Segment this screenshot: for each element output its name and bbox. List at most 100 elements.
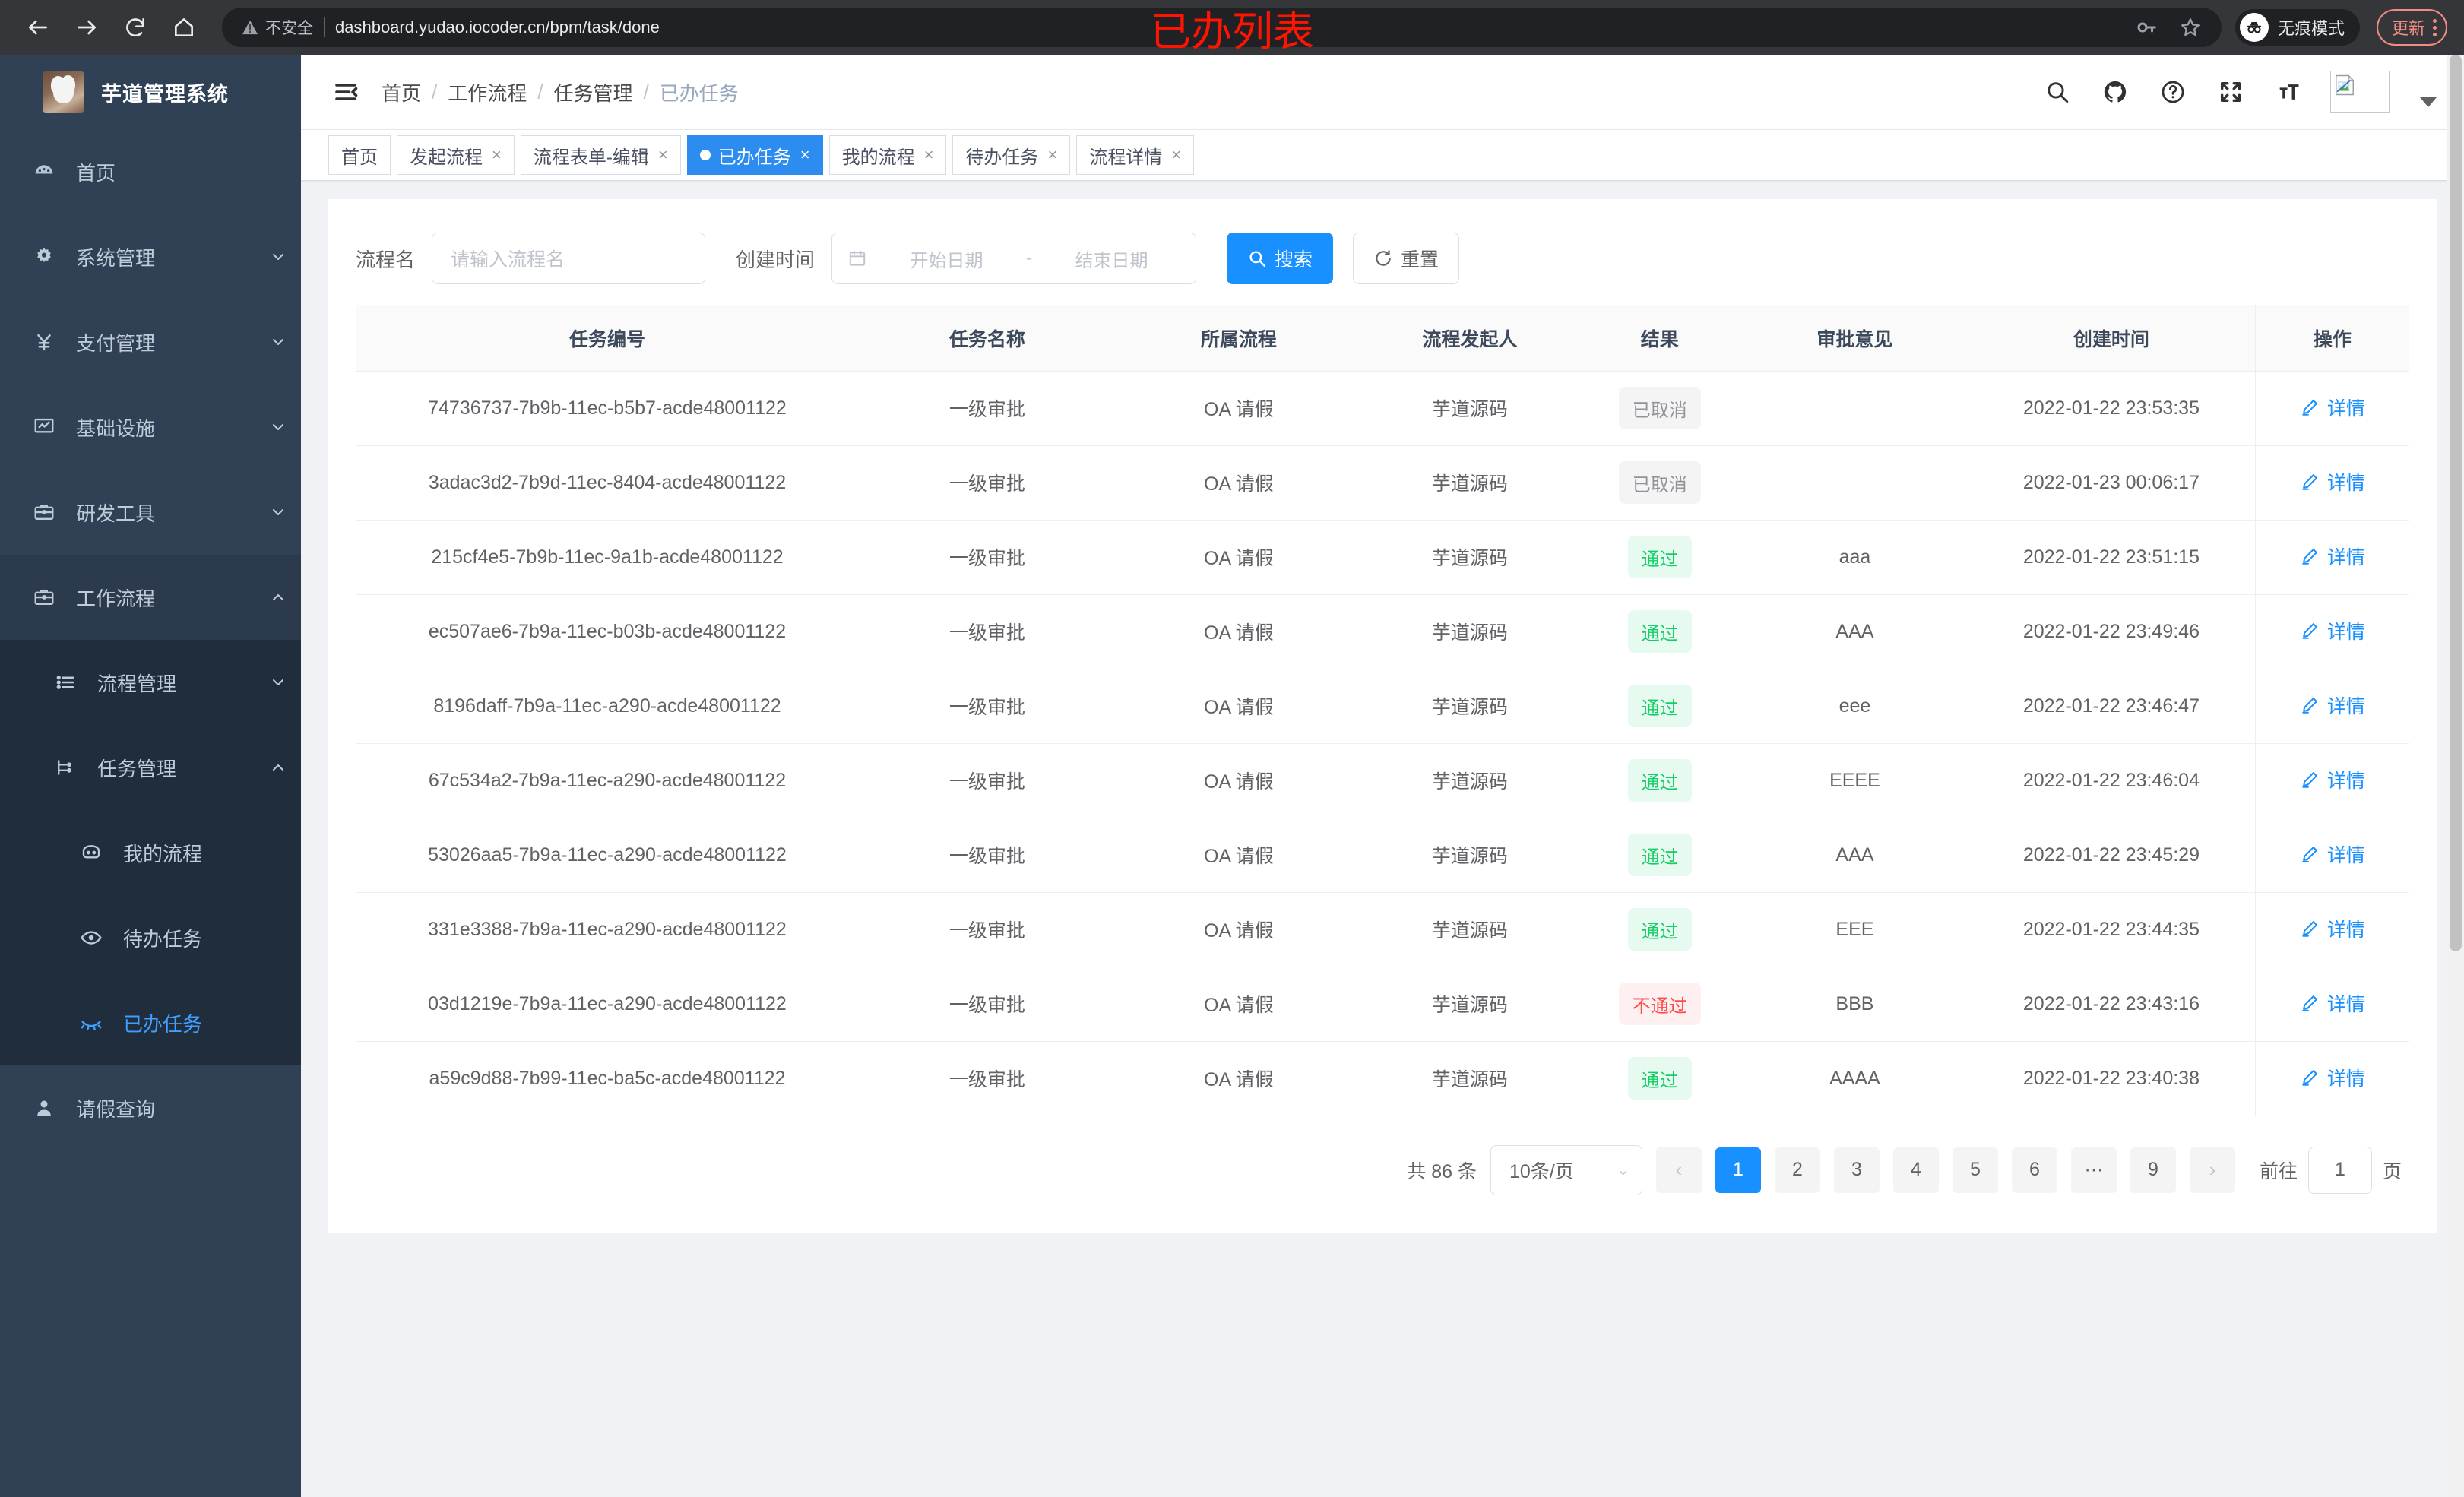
detail-button[interactable]: 详情 xyxy=(2300,468,2365,495)
breadcrumb-item-2[interactable]: 任务管理 xyxy=(553,81,633,105)
brand[interactable]: 芋道管理系统 xyxy=(0,55,301,129)
close-icon[interactable]: × xyxy=(657,145,668,164)
table-header: 任务编号 任务名称 所属流程 流程发起人 结果 审批意见 创建时间 操作 xyxy=(356,305,2409,372)
close-icon[interactable]: × xyxy=(1047,145,1058,164)
cell-created: 2022-01-22 23:49:46 xyxy=(1968,594,2256,669)
reset-button[interactable]: 重置 xyxy=(1353,233,1460,284)
reload-icon[interactable] xyxy=(114,6,157,49)
tab-process-form-edit[interactable]: 流程表单-编辑 × xyxy=(520,135,681,175)
tab-home[interactable]: 首页 xyxy=(328,135,391,175)
detail-button[interactable]: 详情 xyxy=(2300,617,2365,644)
status-badge: 通过 xyxy=(1627,610,1692,653)
process-name-placeholder: 请输入流程名 xyxy=(451,249,565,271)
content-card: 流程名 请输入流程名 创建时间 开始日期 - 结束日期 xyxy=(328,199,2437,1233)
cell-starter: 芋道源码 xyxy=(1361,818,1578,893)
sidebar-item-infrastructure[interactable]: 基础设施 xyxy=(0,385,301,470)
cell-process: OA 请假 xyxy=(1115,967,1362,1042)
font-size-icon[interactable] xyxy=(2272,76,2304,108)
sidebar-item-process-manage[interactable]: 流程管理 xyxy=(0,640,301,725)
bookmark-star-icon[interactable] xyxy=(2179,16,2202,39)
page-button-6[interactable]: 6 xyxy=(2011,1147,2057,1193)
tab-start-process[interactable]: 发起流程 × xyxy=(397,135,515,175)
detail-button[interactable]: 详情 xyxy=(2300,989,2365,1017)
cell-starter: 芋道源码 xyxy=(1361,371,1578,446)
date-end-placeholder[interactable]: 结束日期 xyxy=(1075,250,1148,271)
monitor-icon xyxy=(23,416,65,438)
sidebar-item-home[interactable]: 首页 xyxy=(0,129,301,214)
create-time-daterange[interactable]: 开始日期 - 结束日期 xyxy=(831,233,1197,284)
help-circle-icon[interactable] xyxy=(2157,76,2189,108)
page-button-9[interactable]: 9 xyxy=(2130,1147,2176,1193)
date-start-placeholder[interactable]: 开始日期 xyxy=(910,250,983,271)
breadcrumb-item-0[interactable]: 首页 xyxy=(382,81,422,105)
scrollbar-thumb[interactable] xyxy=(2450,55,2462,951)
detail-button[interactable]: 详情 xyxy=(2300,543,2365,570)
page-ellipsis[interactable]: ··· xyxy=(2070,1147,2117,1193)
detail-button[interactable]: 详情 xyxy=(2300,692,2365,719)
sidebar-item-payment[interactable]: 支付管理 xyxy=(0,299,301,385)
avatar[interactable] xyxy=(2330,71,2390,113)
sidebar-item-workflow[interactable]: 工作流程 xyxy=(0,555,301,640)
refresh-icon xyxy=(1376,250,1391,266)
page-scrollbar[interactable] xyxy=(2447,55,2464,1497)
cell-comment: BBB xyxy=(1741,967,1968,1042)
github-icon[interactable] xyxy=(2099,76,2131,108)
breadcrumb-item-1[interactable]: 工作流程 xyxy=(448,81,527,105)
detail-button[interactable]: 详情 xyxy=(2300,766,2365,793)
prev-page-button[interactable]: ‹ xyxy=(1655,1147,1702,1193)
date-separator: - xyxy=(1026,248,1033,268)
cell-result: 通过 xyxy=(1577,818,1742,893)
update-button[interactable]: 更新 xyxy=(2376,9,2447,46)
page-button-4[interactable]: 4 xyxy=(1892,1147,1939,1193)
tab-todo-task[interactable]: 待办任务 × xyxy=(952,135,1071,175)
incognito-indicator[interactable]: 无痕模式 xyxy=(2234,9,2360,46)
close-icon[interactable]: × xyxy=(923,145,934,164)
page-button-5[interactable]: 5 xyxy=(1952,1147,1998,1193)
sidebar-item-my-process[interactable]: 我的流程 xyxy=(0,810,301,895)
forward-arrow-icon[interactable] xyxy=(65,6,108,49)
sidebar-item-leave-query[interactable]: 请假查询 xyxy=(0,1065,301,1150)
detail-button[interactable]: 详情 xyxy=(2300,1064,2365,1091)
cell-created: 2022-01-22 23:40:38 xyxy=(1968,1041,2256,1116)
fullscreen-icon[interactable] xyxy=(2215,76,2247,108)
home-icon[interactable] xyxy=(163,6,205,49)
page-button-1[interactable]: 1 xyxy=(1715,1147,1761,1193)
password-key-icon[interactable] xyxy=(2135,16,2158,39)
detail-button[interactable]: 详情 xyxy=(2300,915,2365,942)
tab-done-task[interactable]: 已办任务 × xyxy=(686,135,823,175)
sidebar-item-devtools[interactable]: 研发工具 xyxy=(0,470,301,555)
page-button-2[interactable]: 2 xyxy=(1774,1147,1820,1193)
detail-button[interactable]: 详情 xyxy=(2300,840,2365,868)
close-icon[interactable]: × xyxy=(800,145,810,164)
sidebar-item-label: 我的流程 xyxy=(123,842,203,866)
jump-page-input[interactable]: 1 xyxy=(2307,1146,2372,1194)
process-name-input[interactable]: 请输入流程名 xyxy=(432,233,706,284)
cell-comment: AAAA xyxy=(1741,1041,1968,1116)
search-icon xyxy=(1249,251,1265,267)
tab-label: 流程详情 xyxy=(1089,147,1163,168)
chrome-menu-icon[interactable] xyxy=(2433,18,2437,36)
sidebar-item-system[interactable]: 系统管理 xyxy=(0,214,301,299)
address-bar[interactable]: 不安全 dashboard.yudao.iocoder.cn/bpm/task/… xyxy=(222,8,2222,47)
tab-label: 首页 xyxy=(341,147,378,168)
reset-button-label: 重置 xyxy=(1401,249,1439,271)
sidebar-item-label: 研发工具 xyxy=(76,502,156,525)
tab-process-detail[interactable]: 流程详情 × xyxy=(1076,135,1195,175)
close-icon[interactable]: × xyxy=(1171,145,1182,164)
cell-task-name: 一级审批 xyxy=(858,818,1116,893)
cell-operation: 详情 xyxy=(2254,371,2409,446)
sidebar-item-done-task[interactable]: 已办任务 xyxy=(0,980,301,1065)
close-icon[interactable]: × xyxy=(492,145,502,164)
sidebar-item-todo-task[interactable]: 待办任务 xyxy=(0,895,301,980)
page-size-select[interactable]: 10条/页 ⌄ xyxy=(1490,1144,1642,1195)
hamburger-icon[interactable] xyxy=(330,76,362,108)
chevron-down-icon[interactable] xyxy=(2420,97,2437,107)
search-icon[interactable] xyxy=(2041,76,2073,108)
detail-button[interactable]: 详情 xyxy=(2300,394,2365,421)
page-button-3[interactable]: 3 xyxy=(1833,1147,1880,1193)
tab-my-process[interactable]: 我的流程 × xyxy=(828,135,947,175)
next-page-button[interactable]: › xyxy=(2189,1147,2235,1193)
sidebar-item-task-manage[interactable]: 任务管理 xyxy=(0,725,301,810)
back-arrow-icon[interactable] xyxy=(17,6,59,49)
search-button[interactable]: 搜索 xyxy=(1227,233,1334,284)
